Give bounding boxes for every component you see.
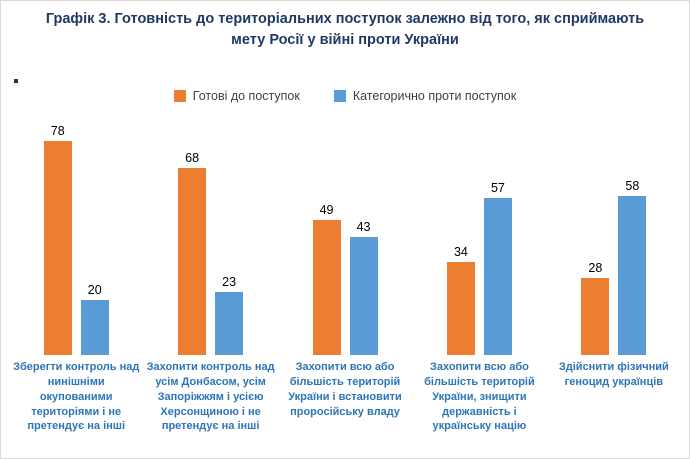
bar-column: 34 — [446, 244, 475, 356]
bar-column: 49 — [312, 203, 341, 356]
legend-label: Категорично проти поступок — [352, 89, 517, 104]
bar — [618, 195, 647, 356]
value-label: 28 — [588, 261, 603, 276]
bar-column: 57 — [483, 181, 512, 356]
bar-pair: 49 43 — [312, 115, 378, 356]
category-label: Захопити всю або більшість територій Укр… — [424, 361, 535, 433]
value-label: 58 — [625, 178, 640, 193]
value-label: 49 — [319, 203, 334, 218]
legend-item: Готові до поступок — [173, 89, 300, 104]
category-label: Захопити контроль над усім Донбасом, усі… — [146, 361, 275, 433]
category-label: Захопити всю або більшість територій Укр… — [288, 361, 402, 418]
value-label: 23 — [222, 274, 237, 289]
bar-group: 49 43 Захопити всю або більшість територій… — [278, 115, 412, 434]
bar-group: 78 20 Зберегти контроль над нинішніми окуп… — [9, 115, 143, 434]
bar-group: 28 58 Здійснити фізичний геноцид українців — [547, 115, 681, 434]
legend-label: Готові до поступок — [192, 89, 300, 104]
bar-chart: 78 20 Зберегти контроль над нинішніми окуп… — [1, 115, 689, 434]
chart-title: Графік 3. Готовність до територіальних п… — [45, 11, 645, 49]
bar-group: 68 23 Захопити контроль над усім Донбасом,… — [143, 115, 277, 434]
value-label: 43 — [356, 219, 371, 234]
value-label: 78 — [50, 123, 65, 138]
bar — [581, 278, 610, 356]
bar-column: 68 — [178, 151, 207, 356]
bar-pair: 78 20 — [43, 115, 109, 356]
bar-column: 23 — [215, 274, 244, 356]
bar — [178, 168, 207, 356]
bar — [215, 291, 244, 356]
stray-bullet-mark — [14, 79, 18, 83]
bar-column: 20 — [80, 283, 109, 356]
bar-pair: 34 57 — [446, 115, 512, 356]
value-label: 57 — [490, 181, 505, 196]
bar — [349, 236, 378, 356]
bar-pair: 28 58 — [581, 115, 647, 356]
category-label: Зберегти контроль над нинішніми окупован… — [13, 361, 140, 433]
chart-legend: Готові до поступок Категорично проти пост… — [1, 89, 689, 103]
bar — [446, 261, 475, 356]
legend-swatch — [333, 90, 346, 103]
value-label: 34 — [453, 244, 468, 259]
bar — [43, 140, 72, 356]
bar-column: 58 — [618, 178, 647, 356]
legend-item: Категорично проти поступок — [333, 89, 517, 104]
bar-group: 34 57 Захопити всю або більшість територій… — [412, 115, 546, 434]
bar-column: 78 — [43, 123, 72, 356]
value-label: 20 — [87, 283, 102, 298]
bar-column: 28 — [581, 261, 610, 356]
bar — [483, 198, 512, 356]
category-label: Здійснити фізичний геноцид українців — [558, 361, 669, 388]
bar — [312, 220, 341, 356]
bar-column: 43 — [349, 219, 378, 356]
value-label: 68 — [185, 151, 200, 166]
bar-pair: 68 23 — [178, 115, 244, 356]
legend-swatch — [173, 90, 186, 103]
bar — [80, 300, 109, 356]
